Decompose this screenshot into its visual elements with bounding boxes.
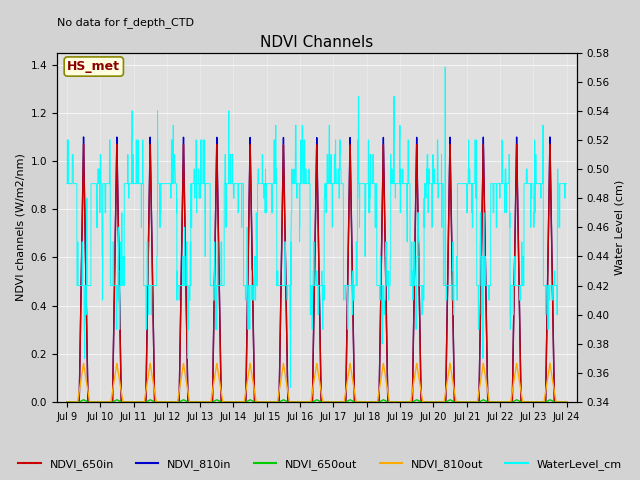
Text: No data for f_depth_CTD: No data for f_depth_CTD	[57, 17, 194, 27]
Text: HS_met: HS_met	[67, 60, 120, 73]
Title: NDVI Channels: NDVI Channels	[260, 35, 373, 50]
Y-axis label: Water Level (cm): Water Level (cm)	[615, 180, 625, 275]
Y-axis label: NDVI channels (W/m2/nm): NDVI channels (W/m2/nm)	[15, 154, 25, 301]
Legend: NDVI_650in, NDVI_810in, NDVI_650out, NDVI_810out, WaterLevel_cm: NDVI_650in, NDVI_810in, NDVI_650out, NDV…	[14, 455, 626, 474]
